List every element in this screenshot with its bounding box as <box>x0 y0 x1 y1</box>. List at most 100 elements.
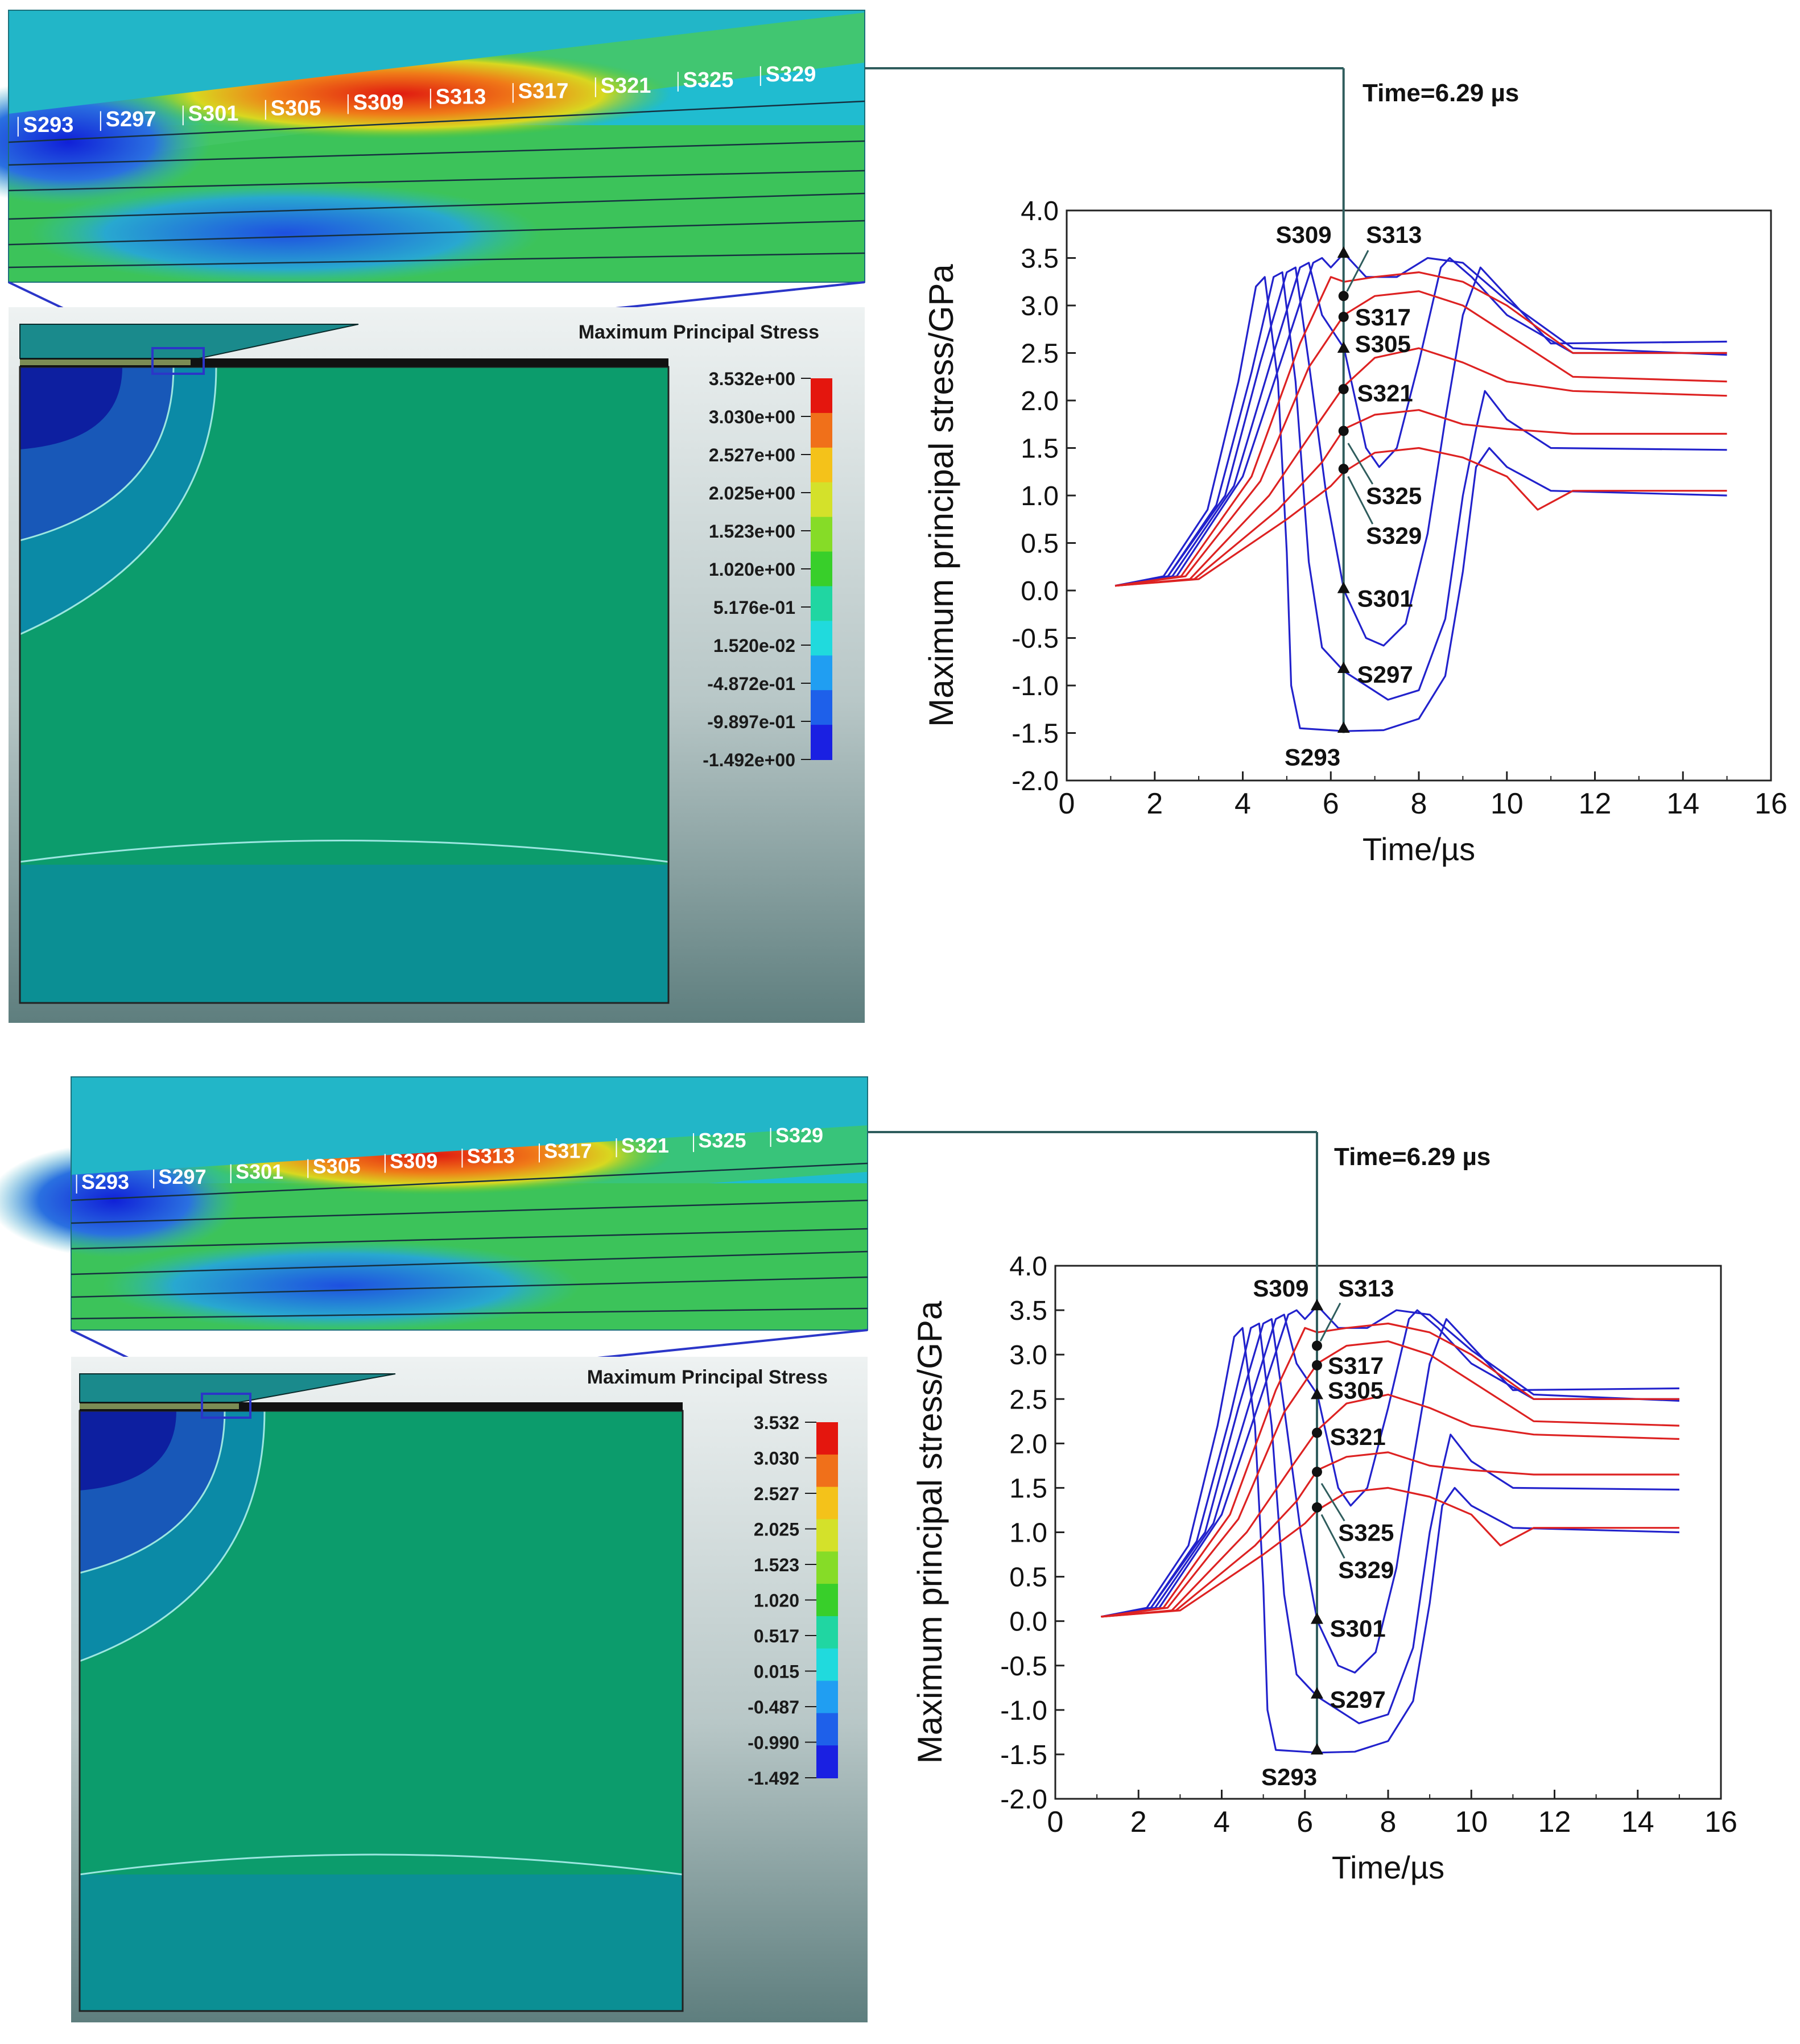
legend-color-swatch <box>811 447 832 483</box>
legend-color-swatch <box>816 1584 838 1617</box>
legend-color-swatch <box>811 655 832 691</box>
marker-point-triangle <box>1337 341 1350 353</box>
x-tick-label: 10 <box>1455 1806 1488 1839</box>
chart-annotation: Time=6.29 µs <box>1363 79 1519 107</box>
marker-point-triangle <box>1310 1299 1323 1311</box>
zoom-node-label: S297 <box>159 1165 207 1188</box>
series-line-s325 <box>1101 1451 1679 1618</box>
chart-annotation: Time=6.29 µs <box>1334 1143 1491 1171</box>
y-tick-label: -1.5 <box>1012 719 1059 749</box>
zoom-node-label: S313 <box>467 1144 515 1167</box>
y-tick-label: 1.5 <box>1021 434 1059 464</box>
zoom-node-label: S317 <box>544 1139 592 1162</box>
x-tick-label: 16 <box>1754 787 1787 820</box>
y-tick-label: 3.5 <box>1009 1296 1047 1326</box>
label-pointer <box>1346 250 1369 292</box>
legend-title: Maximum Principal Stress <box>579 321 819 343</box>
marker-point-triangle <box>1337 661 1350 673</box>
zoom-node-labels: S293 S297 S301 S305 S309 S313 S317 S321 S325 S329 <box>17 63 816 137</box>
marker-label: S321 <box>1330 1423 1386 1450</box>
zoom-node-label: S293 <box>81 1170 129 1194</box>
series-line-s325 <box>1114 409 1727 587</box>
legend-color-swatch <box>816 1422 838 1455</box>
legend-tick-label: 3.030e+00 <box>709 407 795 427</box>
marker-point-circle <box>1311 1427 1322 1438</box>
bottom-stress-legend: Maximum Principal Stress 3.532 3.030 2.527… <box>587 1366 838 1789</box>
marker-point-circle <box>1338 312 1349 323</box>
zoom-node-label: S301 <box>236 1160 283 1183</box>
legend-title: Maximum Principal Stress <box>587 1366 828 1388</box>
y-tick-label: 1.0 <box>1009 1518 1047 1549</box>
y-tick-label: 0.0 <box>1021 576 1059 606</box>
series-line-s301 <box>1114 266 1727 647</box>
label-pointer <box>1320 1483 1345 1522</box>
legend-tick-label: 1.523 <box>754 1555 799 1575</box>
marker-label: S313 <box>1366 221 1422 248</box>
marker-point-triangle <box>1310 1388 1323 1399</box>
legend-tick-label: 1.520e-02 <box>713 635 795 656</box>
x-tick-label: 2 <box>1146 787 1163 820</box>
y-tick-label: 4.0 <box>1009 1252 1047 1282</box>
marker-label: S309 <box>1253 1275 1308 1302</box>
legend-tick-label: 2.527 <box>754 1484 799 1504</box>
label-pointer <box>1347 476 1374 525</box>
legend-color-swatch <box>811 482 832 518</box>
y-axis-label: Maximum principal stress/GPa <box>922 264 960 727</box>
series-line-s329 <box>1101 1486 1679 1618</box>
y-tick-label: 0.0 <box>1009 1607 1047 1637</box>
marker-label: S301 <box>1357 585 1413 612</box>
legend-color-swatch <box>816 1648 838 1682</box>
marker-point-circle <box>1311 1340 1322 1351</box>
legend-tick-label: 3.532 <box>754 1413 799 1433</box>
y-tick-label: -1.5 <box>1000 1740 1047 1770</box>
marker-point-triangle <box>1337 581 1350 593</box>
y-axis-label: Maximum principal stress/GPa <box>911 1300 949 1764</box>
y-tick-label: -0.5 <box>1012 624 1059 654</box>
bottom-fe-panel: S293 S297 S301 S305 S309 S313 S317 S321 S325 S329… <box>0 1076 868 2022</box>
x-axis-label: Time/µs <box>1363 831 1475 867</box>
marker-label: S321 <box>1357 380 1413 407</box>
legend-color-swatch <box>816 1616 838 1649</box>
marker-label: S293 <box>1261 1764 1317 1790</box>
series-line-s293 <box>1101 1327 1679 1754</box>
bottom-zoom-inset: S293 S297 S301 S305 S309 S313 S317 S321 S325 S329 <box>0 1076 868 1331</box>
series-line-s305 <box>1114 257 1727 587</box>
zoom-node-label: S297 <box>106 108 156 131</box>
zoom-node-label: S317 <box>518 80 569 104</box>
marker-point-triangle <box>1310 1687 1323 1699</box>
y-tick-label: 0.5 <box>1021 529 1059 559</box>
y-tick-label: -1.0 <box>1000 1696 1047 1726</box>
y-tick-label: 2.0 <box>1009 1429 1047 1459</box>
marker-label: S313 <box>1338 1275 1394 1302</box>
legend-tick-label: 2.025e+00 <box>709 483 795 503</box>
marker-point-triangle <box>1310 1612 1323 1624</box>
x-tick-label: 14 <box>1666 787 1699 820</box>
legend-tick-label: 0.015 <box>754 1662 799 1682</box>
y-tick-label: 4.0 <box>1021 196 1059 226</box>
series-line-s329 <box>1114 447 1727 587</box>
zoom-node-label: S329 <box>775 1124 823 1147</box>
marker-label: S309 <box>1276 221 1332 248</box>
legend-color-swatch <box>811 378 832 414</box>
marker-label: S329 <box>1338 1556 1394 1583</box>
legend-tick-label: 1.020e+00 <box>709 559 795 580</box>
x-tick-label: 12 <box>1538 1806 1571 1839</box>
zoom-node-label: S309 <box>353 90 404 114</box>
legend-tick-label: -9.897e-01 <box>707 712 795 732</box>
label-pointer <box>1319 1302 1341 1342</box>
zoom-node-labels: S293 S297 S301 S305 S309 S313 S317 S321 S325 S329 <box>76 1124 823 1194</box>
marker-label: S305 <box>1355 331 1411 357</box>
legend-color-swatch <box>816 1680 838 1714</box>
legend-tick-label: 1.020 <box>754 1591 799 1611</box>
y-tick-label: -2.0 <box>1000 1785 1047 1815</box>
marker-point-circle <box>1338 291 1349 302</box>
top-stress-chart: Time=6.29 µs 0 2 4 6 8 10 12 14 16 4.0 3.5 3.0 2.5 2.… <box>865 67 1787 867</box>
x-tick-label: 4 <box>1235 787 1251 820</box>
y-tick-label: 2.0 <box>1021 386 1059 416</box>
legend-color-swatch <box>811 725 832 760</box>
y-tick-label: 3.0 <box>1021 291 1059 321</box>
legend-color-swatch <box>811 412 832 448</box>
y-tick-label: -2.0 <box>1012 766 1059 796</box>
zoom-node-label: S321 <box>601 74 651 98</box>
